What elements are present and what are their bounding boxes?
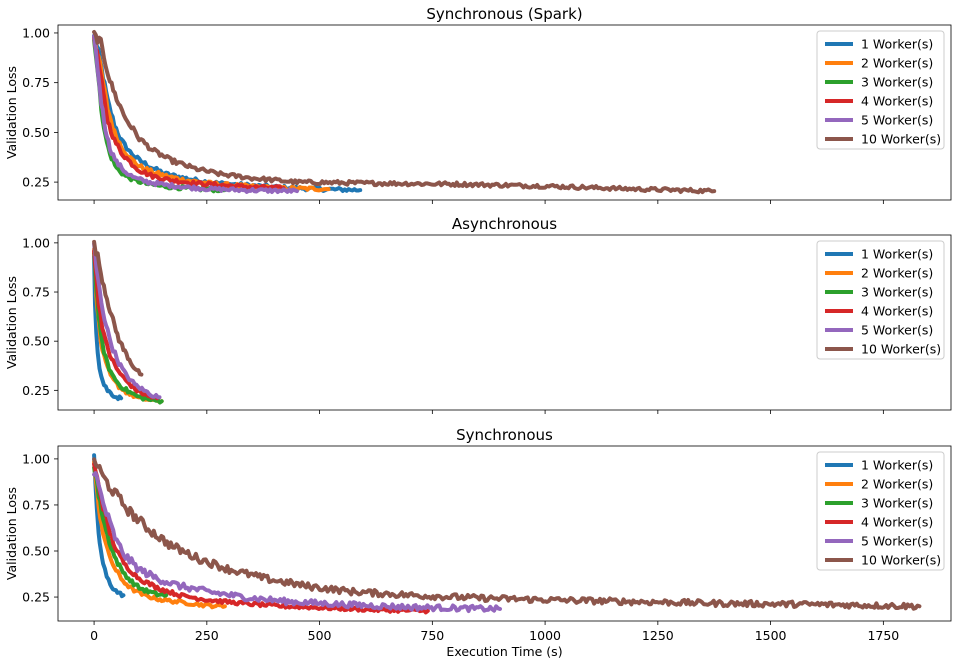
- series-line-4: [92, 35, 286, 192]
- y-tick-label: 0.75: [22, 497, 50, 512]
- legend-label: 3 Worker(s): [861, 285, 933, 300]
- legend-label: 10 Worker(s): [861, 342, 941, 357]
- series-line-3: [92, 251, 164, 405]
- series-line-6: [92, 457, 922, 611]
- series-line-6: [92, 30, 717, 195]
- subplot-title: Synchronous (Spark): [426, 5, 582, 23]
- subplot-title: Asynchronous: [452, 215, 557, 233]
- series-line-5: [92, 34, 299, 194]
- y-axis-label: Validation Loss: [4, 487, 19, 580]
- y-axis-label: Validation Loss: [4, 276, 19, 369]
- legend-label: 10 Worker(s): [861, 132, 941, 147]
- legend-label: 5 Worker(s): [861, 323, 933, 338]
- x-tick-label: 750: [420, 628, 444, 643]
- legend-label: 2 Worker(s): [861, 266, 933, 281]
- legend-label: 3 Worker(s): [861, 496, 933, 511]
- series-line-2: [92, 459, 227, 610]
- subplot-1: Synchronous (Spark) 0.25 0.50 0.75 1.00 Valid…: [4, 5, 952, 204]
- axes-frame: [57, 234, 952, 411]
- x-tick-label: 1000: [529, 628, 561, 643]
- series-line-4: [92, 249, 160, 401]
- legend-label: 2 Worker(s): [861, 56, 933, 71]
- legend-label: 1 Worker(s): [861, 458, 933, 473]
- series-line-2: [92, 37, 331, 193]
- series-line-3: [92, 465, 169, 598]
- y-tick-label: 1.00: [22, 235, 50, 250]
- x-tick-label: 250: [195, 628, 219, 643]
- y-tick-label: 0.75: [22, 75, 50, 90]
- x-tick-label: 1750: [867, 628, 899, 643]
- x-tick-label: 1500: [755, 628, 787, 643]
- legend-label: 4 Worker(s): [861, 94, 933, 109]
- legend-label: 5 Worker(s): [861, 113, 933, 128]
- y-tick-label: 0.25: [22, 175, 50, 190]
- x-tick-label: 0: [90, 628, 98, 643]
- x-axis-label: Execution Time (s): [446, 644, 562, 659]
- y-tick-label: 1.00: [22, 451, 50, 466]
- y-tick-label: 1.00: [22, 25, 50, 40]
- y-tick-label: 0.50: [22, 125, 50, 140]
- series-line-5: [92, 471, 502, 613]
- series-line-4: [92, 462, 430, 615]
- y-axis-label: Validation Loss: [4, 66, 19, 159]
- series-line-1: [92, 453, 126, 599]
- y-tick-label: 0.50: [22, 544, 50, 559]
- legend-label: 3 Worker(s): [861, 75, 933, 90]
- series-group: [92, 239, 164, 405]
- legend-label: 4 Worker(s): [861, 304, 933, 319]
- legend-label: 2 Worker(s): [861, 477, 933, 492]
- legend-label: 1 Worker(s): [861, 247, 933, 262]
- series-group: [92, 30, 717, 195]
- y-tick-label: 0.75: [22, 285, 50, 300]
- subplot-2: Asynchronous 0.25 0.50 0.75 1.00 Validation L…: [4, 215, 952, 414]
- series-line-1: [92, 254, 124, 402]
- legend-label: 10 Worker(s): [861, 553, 941, 568]
- series-line-6: [92, 239, 144, 377]
- legend-label: 4 Worker(s): [861, 515, 933, 530]
- legend-label: 1 Worker(s): [861, 37, 933, 52]
- axes-frame: [57, 24, 952, 201]
- x-tick-label: 500: [308, 628, 332, 643]
- legend: 1 Worker(s) 2 Worker(s) 3 Worker(s) 4 Worke…: [816, 240, 945, 360]
- legend: 1 Worker(s) 2 Worker(s) 3 Worker(s) 4 Worke…: [816, 451, 945, 571]
- series-group: [92, 453, 922, 615]
- x-tick-label: 1250: [642, 628, 674, 643]
- subplot-3: Synchronous 0.25 0.50 0.75 1.00 0 250 500 750 100…: [4, 426, 952, 659]
- y-tick-label: 0.50: [22, 334, 50, 349]
- legend-label: 5 Worker(s): [861, 534, 933, 549]
- axes-frame: [57, 445, 952, 622]
- series-line-5: [92, 241, 162, 400]
- y-tick-label: 0.25: [22, 383, 50, 398]
- subplot-title: Synchronous: [456, 426, 553, 444]
- legend: 1 Worker(s) 2 Worker(s) 3 Worker(s) 4 Worke…: [816, 30, 945, 150]
- y-tick-label: 0.25: [22, 590, 50, 605]
